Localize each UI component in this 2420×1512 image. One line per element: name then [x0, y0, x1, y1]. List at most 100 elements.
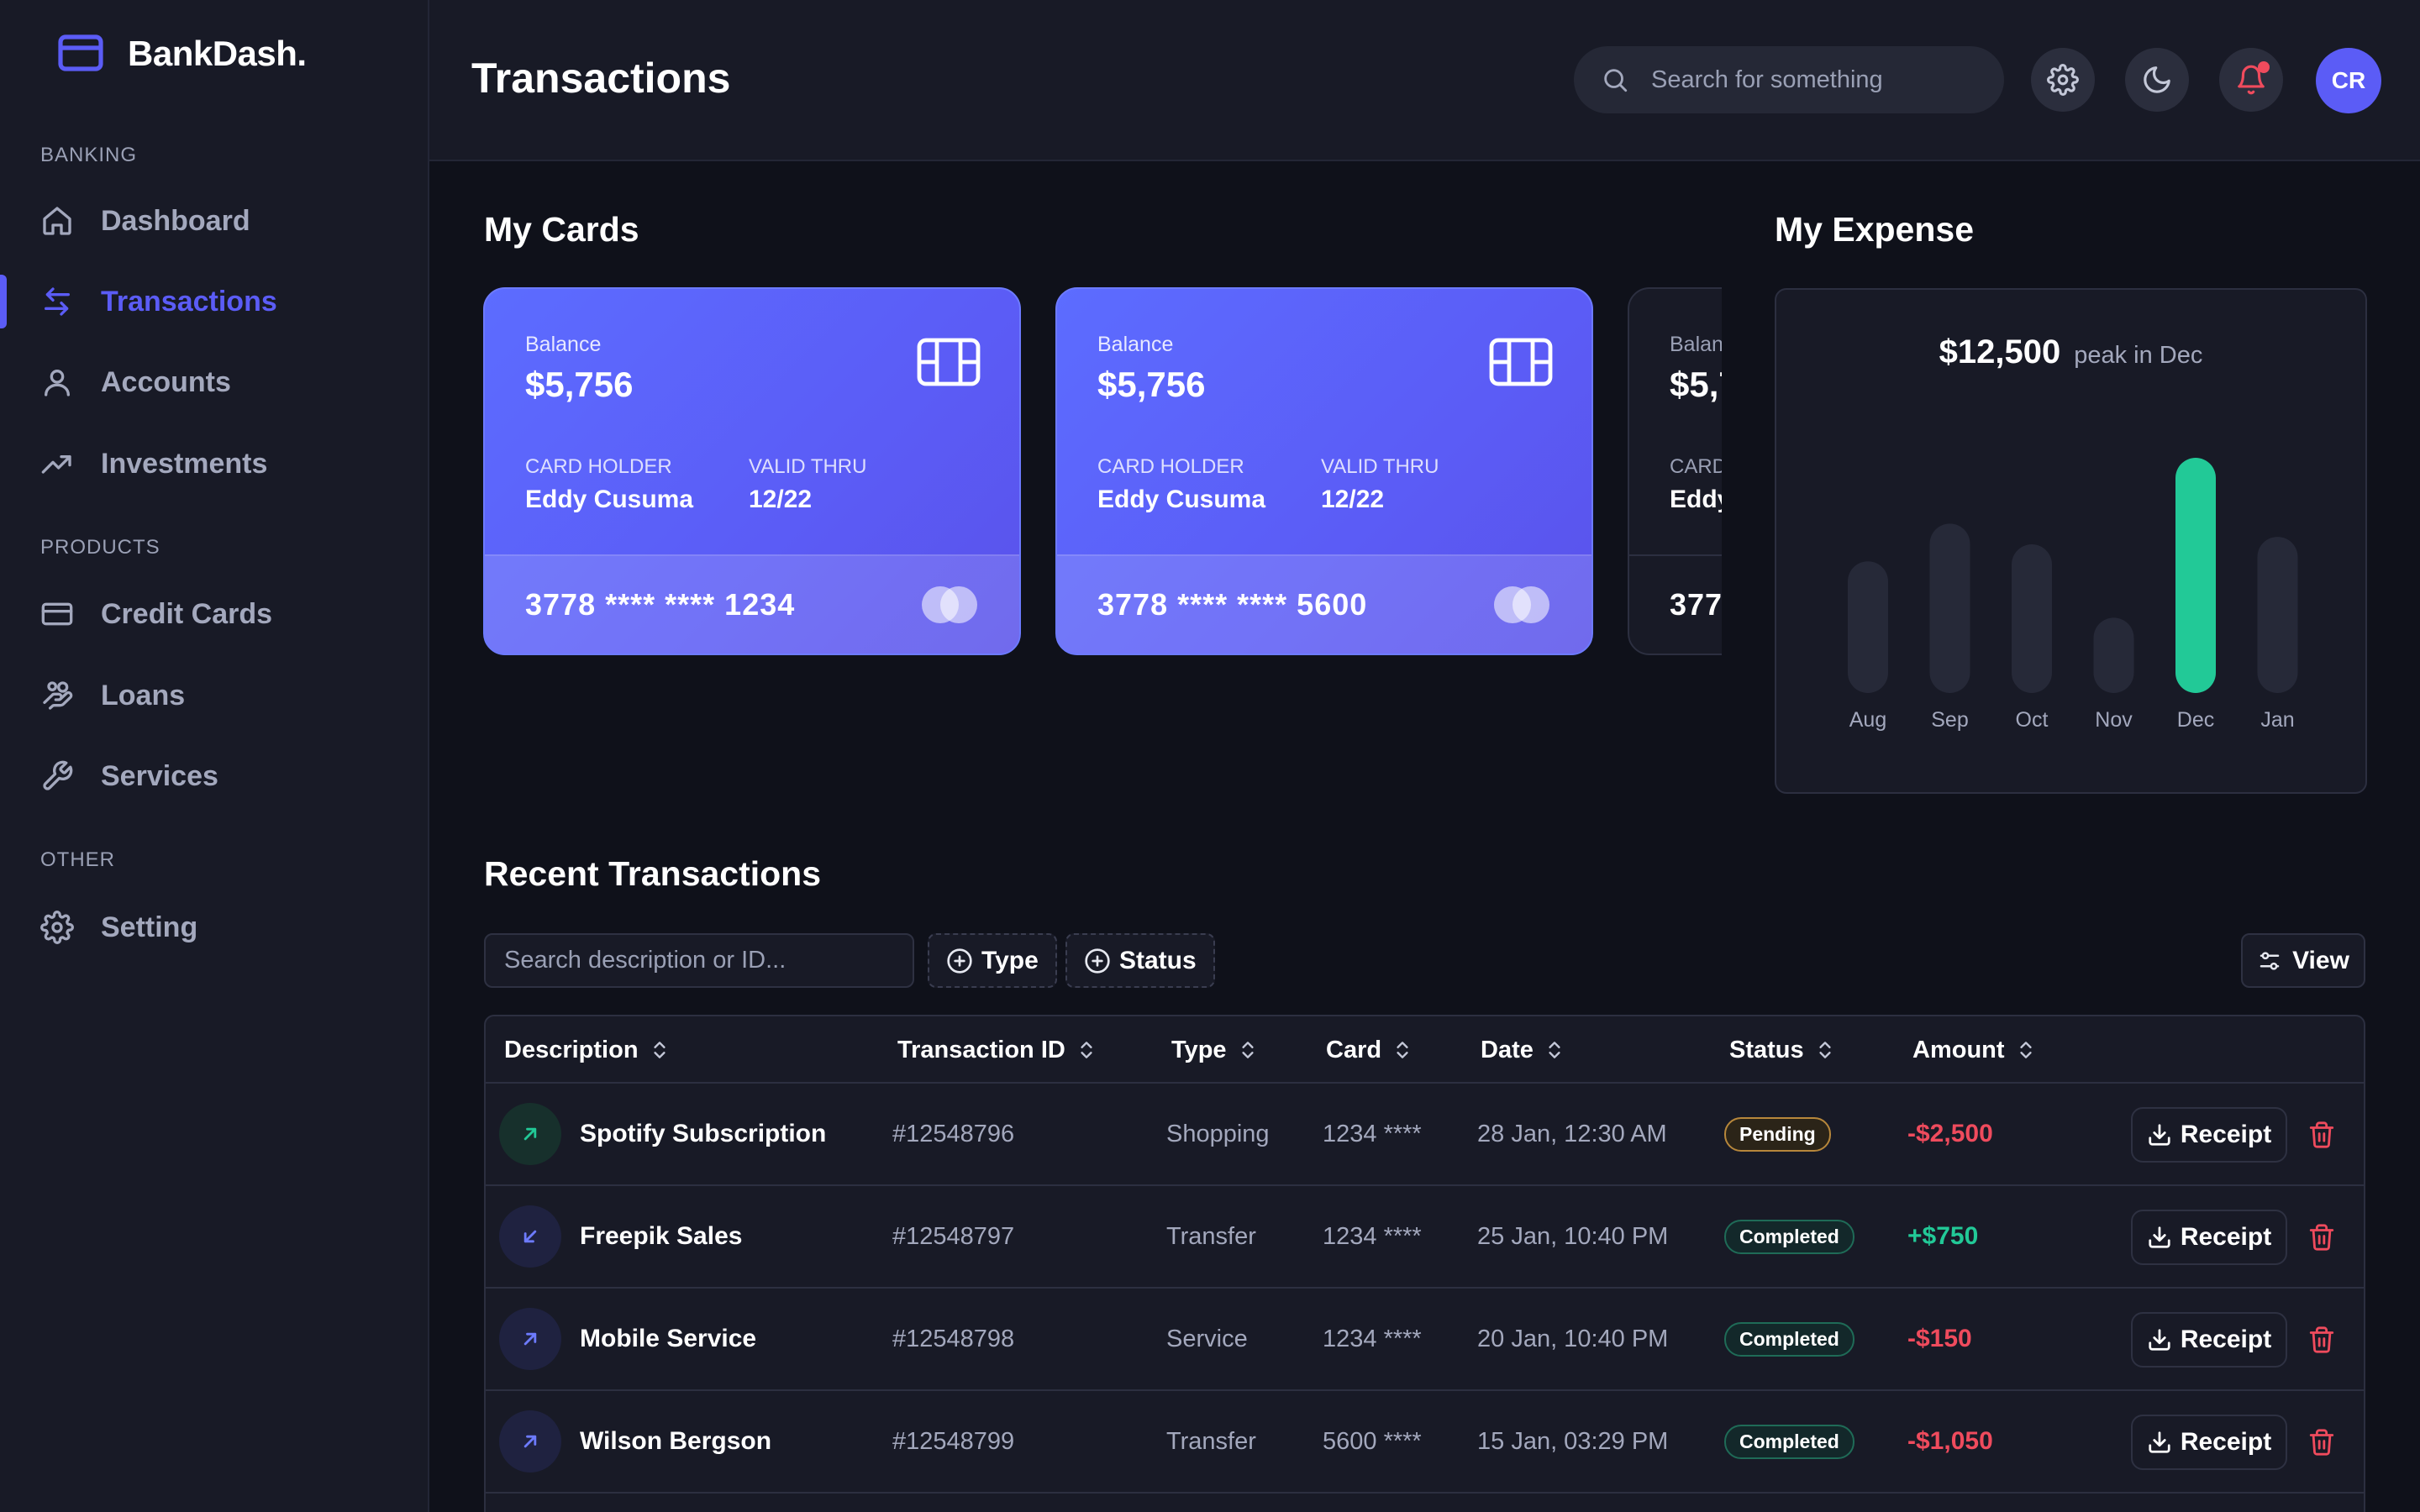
credit-card[interactable]: Balance $5,756 CARD HOLDER Eddy Cusuma V… — [1055, 287, 1593, 655]
card-balance: $5,756 — [1097, 365, 1206, 404]
sort-icon — [1819, 1042, 1831, 1058]
balance-label: Balance — [1097, 333, 1174, 356]
gear-icon — [40, 911, 74, 944]
sidebar-item-services[interactable]: Services — [0, 743, 428, 810]
card-holder: Eddy Cusuma — [525, 486, 694, 513]
delete-button[interactable] — [2307, 1428, 2336, 1457]
transaction-description: Freepik Sales — [580, 1222, 743, 1250]
sort-icon — [1241, 1042, 1254, 1058]
table-row[interactable]: Freepik Sales #12548797 Transfer 1234 **** 2… — [486, 1186, 2364, 1289]
theme-toggle-button[interactable] — [2125, 48, 2189, 112]
sidebar-item-setting[interactable]: Setting — [0, 894, 428, 961]
search-input[interactable] — [1651, 66, 1970, 94]
transaction-date: 20 Jan, 10:40 PM — [1477, 1325, 1669, 1352]
sidebar-item-credit-cards[interactable]: Credit Cards — [0, 580, 428, 648]
valid-thru-label: VALID THRU — [749, 455, 867, 478]
chip-icon — [1489, 338, 1553, 386]
recent-transactions-title: Recent Transactions — [484, 854, 822, 893]
column-header-transaction-id[interactable]: Transaction ID — [897, 1016, 1097, 1084]
transfer-icon — [45, 287, 71, 316]
column-header-status[interactable]: Status — [1729, 1016, 1836, 1084]
status-badge: Completed — [1724, 1321, 1854, 1357]
expense-amount: $12,500 — [1939, 333, 2061, 370]
bar-aug[interactable] — [1848, 561, 1888, 693]
valid-thru: 12/22 — [749, 486, 813, 513]
bell-icon — [2238, 65, 2265, 95]
nav-section-banking: BANKING — [40, 144, 138, 166]
x-tick-label: Sep — [1931, 708, 1968, 732]
transaction-direction-icon — [499, 1308, 561, 1370]
receipt-button[interactable]: Receipt — [2131, 1415, 2287, 1470]
x-tick-label: Nov — [2095, 708, 2133, 732]
table-header: Description Transaction ID Type Card Dat… — [486, 1016, 2364, 1084]
credit-card[interactable]: Balance $5,756 CARD HOLDER Eddy Cusuma 3… — [1628, 287, 1722, 655]
transaction-card: 1234 **** — [1323, 1120, 1422, 1147]
card-number: 3778 **** **** 5600 — [1097, 587, 1368, 622]
receipt-button[interactable]: Receipt — [2131, 1107, 2287, 1163]
transaction-direction-icon — [499, 1410, 561, 1473]
view-options-button[interactable]: View — [2241, 933, 2365, 988]
status-badge: Completed — [1724, 1424, 1854, 1459]
column-label: Card — [1326, 1036, 1382, 1063]
delete-button[interactable] — [2307, 1326, 2336, 1354]
bar-nov[interactable] — [2093, 617, 2134, 693]
transaction-date: 15 Jan, 03:29 PM — [1477, 1427, 1669, 1455]
balance-label: Balance — [1670, 333, 1722, 356]
table-row[interactable]: Spotify Subscription #12548796 Shopping 123… — [486, 1084, 2364, 1186]
wrench-icon — [43, 760, 73, 790]
status-filter-button[interactable]: Status — [1065, 933, 1215, 988]
column-header-type[interactable]: Type — [1171, 1016, 1259, 1084]
transaction-date: 28 Jan, 12:30 AM — [1477, 1120, 1667, 1147]
global-search[interactable] — [1574, 46, 2004, 113]
card-holder-label: CARD HOLDER — [1097, 455, 1244, 478]
receipt-button[interactable]: Receipt — [2131, 1312, 2287, 1368]
settings-button[interactable] — [2031, 48, 2095, 112]
transaction-description: Wilson Bergson — [580, 1427, 772, 1455]
transaction-search-input[interactable] — [484, 933, 914, 988]
plus-circle-icon — [947, 948, 972, 974]
credit-card[interactable]: Balance $5,756 CARD HOLDER Eddy Cusuma V… — [483, 287, 1021, 655]
arrow-up-right-icon — [523, 1435, 537, 1448]
bar-oct[interactable] — [2012, 544, 2052, 693]
expense-note: peak in Dec — [2074, 342, 2203, 369]
top-header: Transactions CR — [429, 0, 2420, 161]
transaction-amount: -$1,050 — [1907, 1427, 1993, 1455]
bar-dec[interactable] — [2175, 458, 2216, 693]
delete-button[interactable] — [2307, 1223, 2336, 1252]
receipt-label: Receipt — [2180, 1121, 2272, 1148]
sidebar-item-accounts[interactable]: Accounts — [0, 349, 428, 416]
avatar[interactable]: CR — [2316, 48, 2381, 113]
sidebar-item-loans[interactable]: Loans — [0, 662, 428, 729]
bar-jan[interactable] — [2257, 537, 2298, 693]
bar-sep[interactable] — [1929, 523, 1970, 693]
trash-icon — [2309, 1224, 2334, 1251]
transaction-type: Transfer — [1166, 1427, 1256, 1455]
column-header-amount[interactable]: Amount — [1912, 1016, 2037, 1084]
brand[interactable]: BankDash. — [57, 32, 307, 76]
sidebar-item-transactions[interactable]: Transactions — [0, 268, 428, 335]
receipt-button[interactable]: Receipt — [2131, 1210, 2287, 1265]
table-row[interactable]: Mobile Service #12548798 Service 1234 **** 2… — [486, 1289, 2364, 1391]
brand-name: BankDash. — [128, 34, 307, 73]
status-cell: Pending — [1724, 1084, 1831, 1184]
notifications-button[interactable] — [2219, 48, 2283, 112]
type-filter-button[interactable]: Type — [928, 933, 1057, 988]
trash-icon — [2309, 1121, 2334, 1148]
sidebar-item-label: Loans — [101, 679, 186, 711]
column-header-card[interactable]: Card — [1326, 1016, 1413, 1084]
table-row[interactable]: Wilson Bergson #12548799 Transfer 5600 ****… — [486, 1391, 2364, 1494]
trash-icon — [2309, 1429, 2334, 1456]
card-balance: $5,756 — [1670, 365, 1722, 404]
transaction-id: #12548797 — [892, 1222, 1015, 1250]
column-header-description[interactable]: Description — [504, 1016, 671, 1084]
transaction-direction-icon — [499, 1103, 561, 1165]
card-holder: Eddy Cusuma — [1097, 486, 1266, 513]
sidebar-item-investments[interactable]: Investments — [0, 430, 428, 497]
sidebar-item-dashboard[interactable]: Dashboard — [0, 187, 428, 255]
credit-card-logo-icon — [58, 34, 103, 71]
balance-label: Balance — [525, 333, 602, 356]
delete-button[interactable] — [2307, 1121, 2336, 1149]
chip-icon — [917, 338, 981, 386]
card-balance: $5,756 — [525, 365, 634, 404]
column-header-date[interactable]: Date — [1481, 1016, 1565, 1084]
